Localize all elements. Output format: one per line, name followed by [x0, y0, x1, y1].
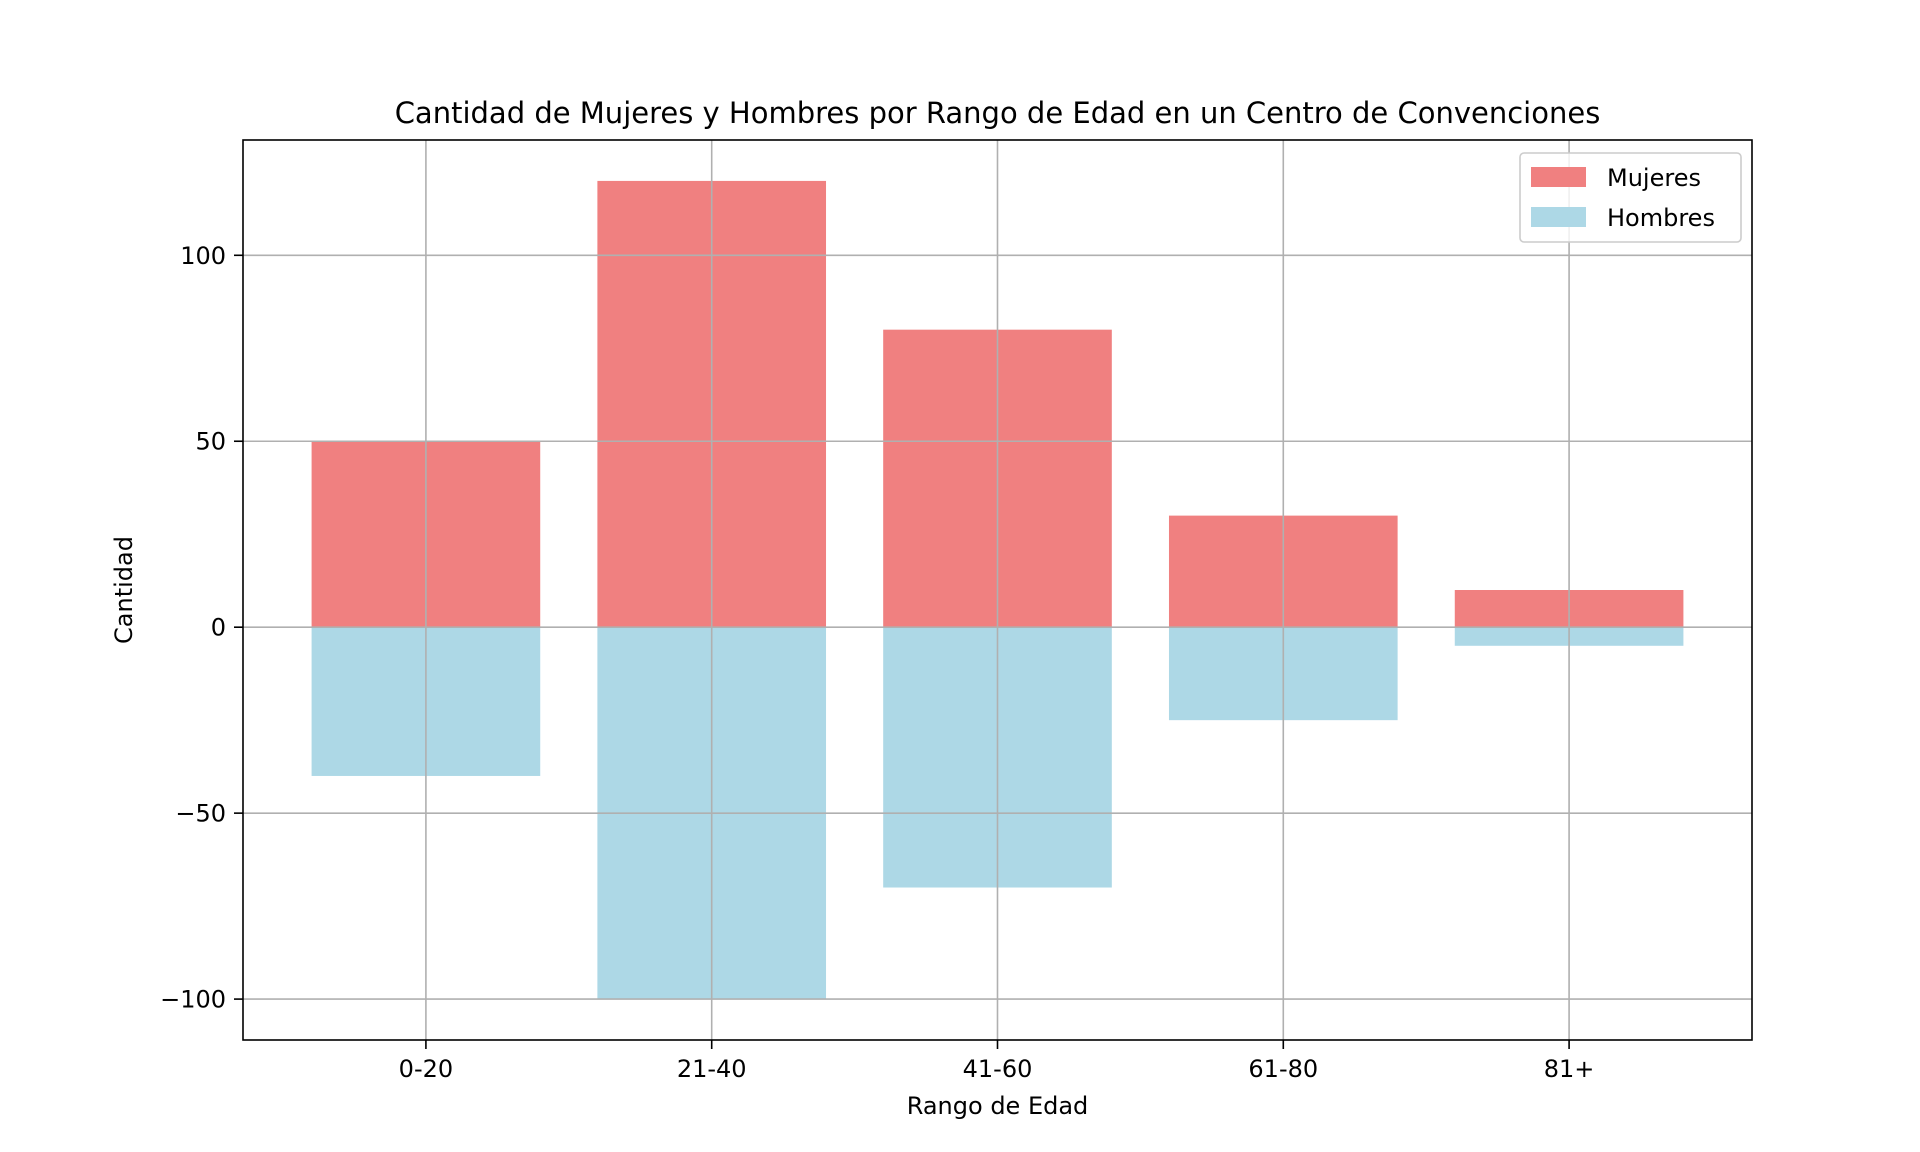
- y-axis-label: Cantidad: [110, 536, 138, 644]
- x-axis-label: Rango de Edad: [907, 1092, 1089, 1120]
- axis-ticks: 0-20 21-40 41-60 61-80 81+ −100 −50 0 50 100: [160, 242, 1594, 1083]
- legend-swatch-mujeres: [1531, 167, 1586, 187]
- legend-label-hombres: Hombres: [1607, 204, 1715, 232]
- x-tick-label-41-60: 41-60: [963, 1055, 1033, 1083]
- y-tick-label--50: −50: [175, 800, 226, 828]
- x-tick-label-21-40: 21-40: [677, 1055, 747, 1083]
- legend-label-mujeres: Mujeres: [1607, 164, 1701, 192]
- x-tick-label-0-20: 0-20: [399, 1055, 453, 1083]
- x-tick-label-81+: 81+: [1544, 1055, 1595, 1083]
- legend-swatch-hombres: [1531, 207, 1586, 227]
- y-tick-label--100: −100: [160, 986, 226, 1014]
- bars: [243, 140, 1752, 1040]
- chart-title: Cantidad de Mujeres y Hombres por Rango …: [395, 96, 1601, 130]
- y-tick-label-100: 100: [180, 242, 226, 270]
- y-tick-label-50: 50: [195, 428, 226, 456]
- y-tick-label-0: 0: [211, 614, 226, 642]
- x-tick-label-61-80: 61-80: [1248, 1055, 1318, 1083]
- legend: Mujeres Hombres: [1519, 152, 1742, 243]
